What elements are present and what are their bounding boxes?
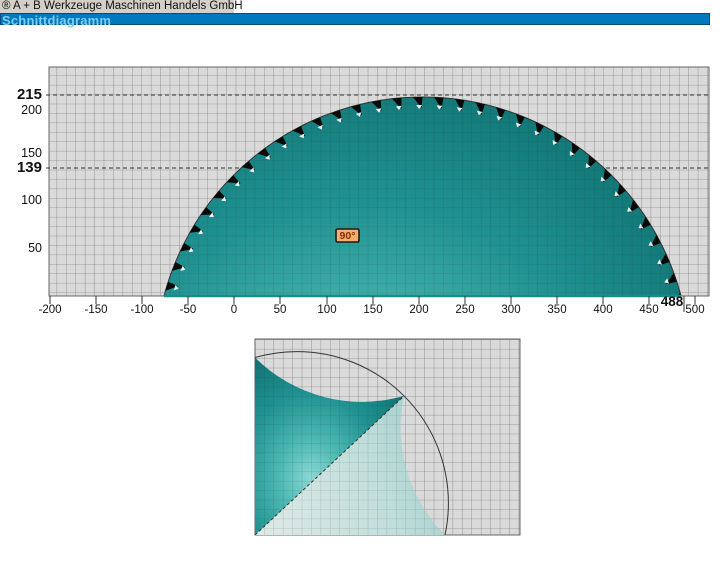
- svg-text:500: 500: [685, 304, 704, 316]
- svg-text:215: 215: [17, 86, 42, 103]
- svg-text:50: 50: [274, 304, 287, 316]
- svg-text:100: 100: [317, 304, 336, 316]
- svg-text:90°: 90°: [340, 230, 356, 242]
- svg-text:350: 350: [547, 304, 566, 316]
- svg-text:150: 150: [363, 304, 382, 316]
- svg-text:-50: -50: [180, 304, 197, 316]
- svg-text:300: 300: [501, 304, 520, 316]
- svg-text:-200: -200: [38, 304, 61, 316]
- svg-text:139: 139: [17, 159, 42, 176]
- svg-text:488: 488: [661, 294, 684, 309]
- svg-text:0: 0: [231, 304, 237, 316]
- svg-text:-150: -150: [84, 304, 107, 316]
- svg-text:250: 250: [455, 304, 474, 316]
- svg-text:-100: -100: [130, 304, 153, 316]
- svg-text:450: 450: [639, 304, 658, 316]
- svg-text:100: 100: [21, 193, 42, 207]
- svg-text:50: 50: [28, 241, 42, 255]
- svg-text:200: 200: [409, 304, 428, 316]
- svg-text:200: 200: [21, 103, 42, 117]
- svg-text:150: 150: [21, 146, 42, 160]
- svg-text:400: 400: [593, 304, 612, 316]
